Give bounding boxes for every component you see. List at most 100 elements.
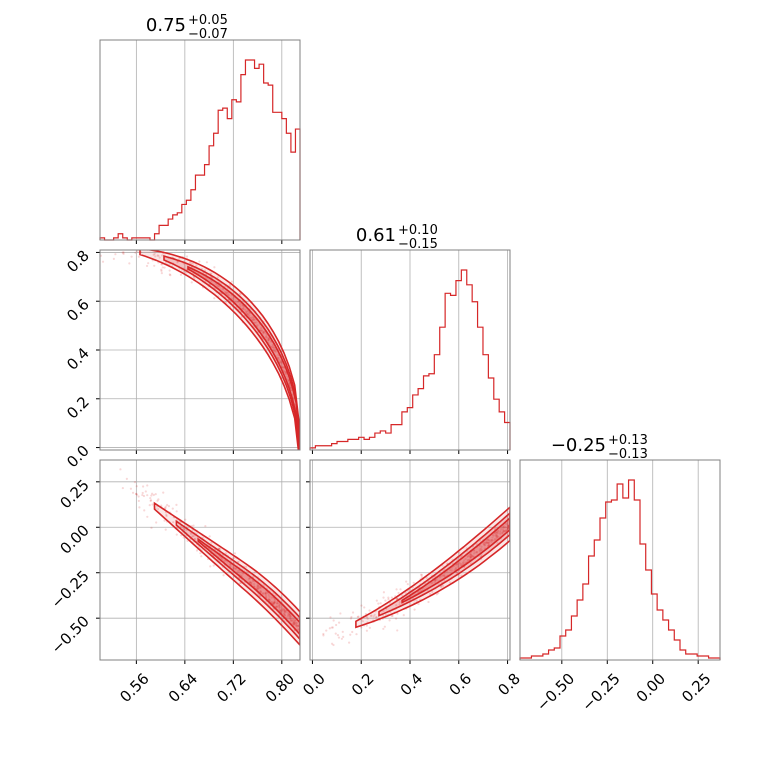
sample-point — [265, 333, 268, 336]
sample-point — [284, 610, 287, 613]
sample-point — [287, 613, 290, 616]
x-tick-label: 0.8 — [494, 670, 524, 700]
sample-point — [377, 602, 380, 605]
sample-point — [133, 481, 137, 484]
sample-point — [390, 596, 393, 599]
sample-point — [271, 343, 274, 346]
sample-point — [394, 617, 398, 620]
sample-point — [278, 609, 282, 612]
density-layer — [100, 244, 300, 450]
sample-point — [493, 532, 496, 535]
sample-point — [227, 293, 230, 297]
sample-point — [503, 530, 506, 533]
sample-point — [160, 269, 163, 272]
sample-point — [248, 314, 251, 317]
sample-point — [225, 291, 228, 294]
sample-point — [230, 280, 233, 283]
sample-point — [502, 526, 506, 529]
contour-level — [187, 265, 300, 450]
sample-point — [234, 567, 238, 570]
sample-point — [349, 617, 353, 620]
sample-point — [295, 624, 298, 627]
sample-point — [325, 629, 328, 632]
sample-point — [466, 555, 469, 559]
sample-point — [175, 510, 178, 513]
sample-point — [497, 530, 500, 533]
sample-point — [468, 558, 471, 561]
sample-point — [481, 549, 484, 552]
histogram-panel: 0.75 +0.05−0.07 — [99, 13, 301, 244]
sample-point — [368, 609, 371, 612]
sample-point — [469, 555, 472, 558]
sample-point — [268, 598, 271, 602]
sample-point — [442, 574, 446, 578]
scatter-panel — [306, 459, 511, 664]
sample-point — [443, 574, 446, 577]
sample-point — [273, 600, 277, 604]
sample-point — [262, 330, 265, 334]
sample-point — [259, 590, 262, 593]
sample-point — [499, 532, 502, 536]
panel-title: −0.25 +0.13−0.13 — [551, 433, 648, 462]
sample-point — [143, 509, 146, 512]
sample-point — [245, 310, 248, 313]
sample-point — [149, 499, 153, 502]
sample-point — [456, 565, 459, 568]
sample-point — [384, 599, 387, 602]
sample-point — [283, 612, 286, 615]
sample-point — [100, 254, 103, 257]
sample-point — [506, 527, 510, 530]
sample-point — [260, 329, 263, 332]
sample-point — [268, 595, 271, 598]
sample-point — [192, 534, 195, 538]
sample-point — [280, 361, 284, 365]
sample-point — [164, 505, 167, 508]
sample-point — [249, 581, 252, 584]
sample-point — [171, 507, 174, 510]
sample-point — [224, 291, 227, 294]
sample-point — [271, 345, 274, 349]
sample-point — [122, 252, 125, 255]
sample-point — [502, 524, 505, 528]
sample-point — [149, 499, 152, 503]
sample-point — [267, 338, 270, 341]
sample-point — [440, 586, 443, 589]
sample-point — [470, 554, 473, 557]
sample-point — [141, 244, 143, 246]
sample-point — [505, 528, 508, 531]
sample-point — [278, 606, 281, 609]
sample-point — [268, 599, 271, 602]
sample-point — [182, 536, 185, 539]
sample-point — [279, 360, 282, 363]
sample-point — [487, 538, 490, 542]
sample-point — [256, 584, 259, 588]
sample-point — [260, 329, 264, 332]
sample-point — [454, 566, 458, 569]
sample-point — [286, 378, 289, 381]
panel-background — [100, 40, 300, 240]
sample-point — [479, 549, 483, 552]
sample-point — [129, 244, 131, 246]
sample-point — [217, 285, 221, 288]
sample-point — [474, 551, 477, 554]
panel-border — [309, 249, 511, 451]
sample-point — [368, 626, 371, 629]
sample-point — [288, 614, 291, 617]
sample-point — [486, 538, 490, 542]
sample-point — [250, 582, 253, 585]
sample-point — [244, 310, 247, 313]
sample-point — [188, 261, 192, 264]
sample-point — [363, 606, 366, 609]
sample-point — [472, 555, 475, 558]
x-tick-label: 0.0 — [299, 670, 329, 700]
sample-point — [330, 626, 333, 629]
sample-point — [460, 564, 463, 567]
panel-border — [519, 459, 721, 661]
sample-point — [288, 383, 292, 387]
sample-point — [493, 537, 497, 540]
x-tick-label: 0.80 — [262, 670, 298, 706]
sample-point — [275, 606, 278, 609]
sample-point — [160, 504, 163, 507]
sample-point — [497, 535, 500, 538]
x-tick-label: 0.6 — [446, 670, 476, 700]
